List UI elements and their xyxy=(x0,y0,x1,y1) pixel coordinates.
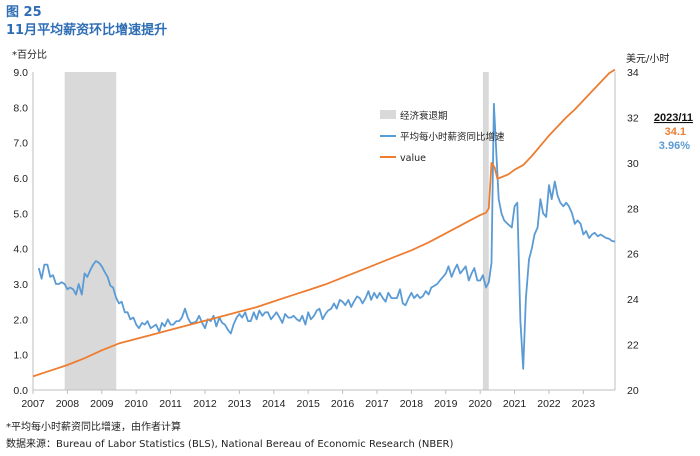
x-tick-label: 2013 xyxy=(228,398,252,410)
x-tick-label: 2021 xyxy=(503,398,527,410)
callout-growth-value: 3.96% xyxy=(659,140,690,152)
source-text: 数据来源：Bureau of Labor Statistics (BLS), N… xyxy=(6,439,454,450)
y-left-tick-label: 8.0 xyxy=(13,102,28,114)
callout-wage-value: 34.1 xyxy=(665,126,686,138)
y-left-tick-label: 6.0 xyxy=(13,173,28,185)
figure-label: 图 25 xyxy=(6,5,42,20)
y-right-tick-label: 28 xyxy=(627,203,639,215)
y-left-tick-label: 3.0 xyxy=(13,279,28,291)
chart-title: 11月平均薪资环比增速提升 xyxy=(6,23,168,38)
series-line-hourly-wage xyxy=(32,68,616,378)
y-left-tick-label: 4.0 xyxy=(13,244,28,256)
recession-band xyxy=(64,72,117,390)
y-right-tick-label: 30 xyxy=(627,158,639,170)
x-tick-label: 2012 xyxy=(193,398,217,410)
y-right-tick-label: 20 xyxy=(627,385,639,397)
axes xyxy=(32,72,616,394)
x-tick-label: 2016 xyxy=(331,398,355,410)
y-right-tick-label: 32 xyxy=(627,112,639,124)
x-tick-label: 2008 xyxy=(56,398,80,410)
y-left-tick-label: 2.0 xyxy=(13,314,28,326)
y-right-tick-label: 24 xyxy=(627,294,639,306)
legend-label: value xyxy=(400,153,426,164)
recession-band xyxy=(482,72,489,390)
y-left-tick-label: 7.0 xyxy=(13,138,28,150)
legend-label: 平均每小时薪资同比增速 xyxy=(400,131,505,143)
legend-label: 经济衰退期 xyxy=(400,110,448,122)
y-right-tick-label: 26 xyxy=(627,249,639,261)
x-tick-label: 2009 xyxy=(90,398,114,410)
legend-swatch-recession xyxy=(380,110,396,119)
series-lines xyxy=(32,68,616,378)
x-tick-label: 2011 xyxy=(159,398,182,410)
footnote-text: *平均每小时薪资同比增速，由作者计算 xyxy=(6,422,181,433)
x-tick-label: 2017 xyxy=(365,398,389,410)
series-line-wage-growth xyxy=(37,102,616,370)
y-left-tick-label: 5.0 xyxy=(13,208,28,220)
x-tick-label: 2019 xyxy=(434,398,458,410)
y-right-axis-title: 美元/小时 xyxy=(626,52,669,65)
latest-value-callout: 2023/11 34.1 3.96% xyxy=(654,112,693,152)
x-tick-label: 2015 xyxy=(296,398,320,410)
y-left-axis-title: *百分比 xyxy=(12,49,47,61)
recession-bands xyxy=(64,72,489,390)
y-left-tick-label: 9.0 xyxy=(13,67,28,79)
y-left-tick-label: 1.0 xyxy=(13,350,28,362)
x-tick-label: 2010 xyxy=(125,398,149,410)
x-tick-label: 2018 xyxy=(400,398,424,410)
y-right-tick-label: 22 xyxy=(627,340,639,352)
x-tick-label: 2023 xyxy=(572,398,596,410)
x-tick-label: 2022 xyxy=(537,398,561,410)
tick-labels: 2007 2008 2009 2010 2011 2012 2013 2014 2015 2016… xyxy=(12,49,669,410)
y-left-tick-label: 0.0 xyxy=(13,385,28,397)
x-tick-label: 2007 xyxy=(21,398,45,410)
x-tick-label: 2020 xyxy=(468,398,492,410)
y-right-tick-label: 34 xyxy=(627,67,639,79)
callout-date: 2023/11 xyxy=(654,112,693,124)
x-tick-label: 2014 xyxy=(262,398,286,410)
